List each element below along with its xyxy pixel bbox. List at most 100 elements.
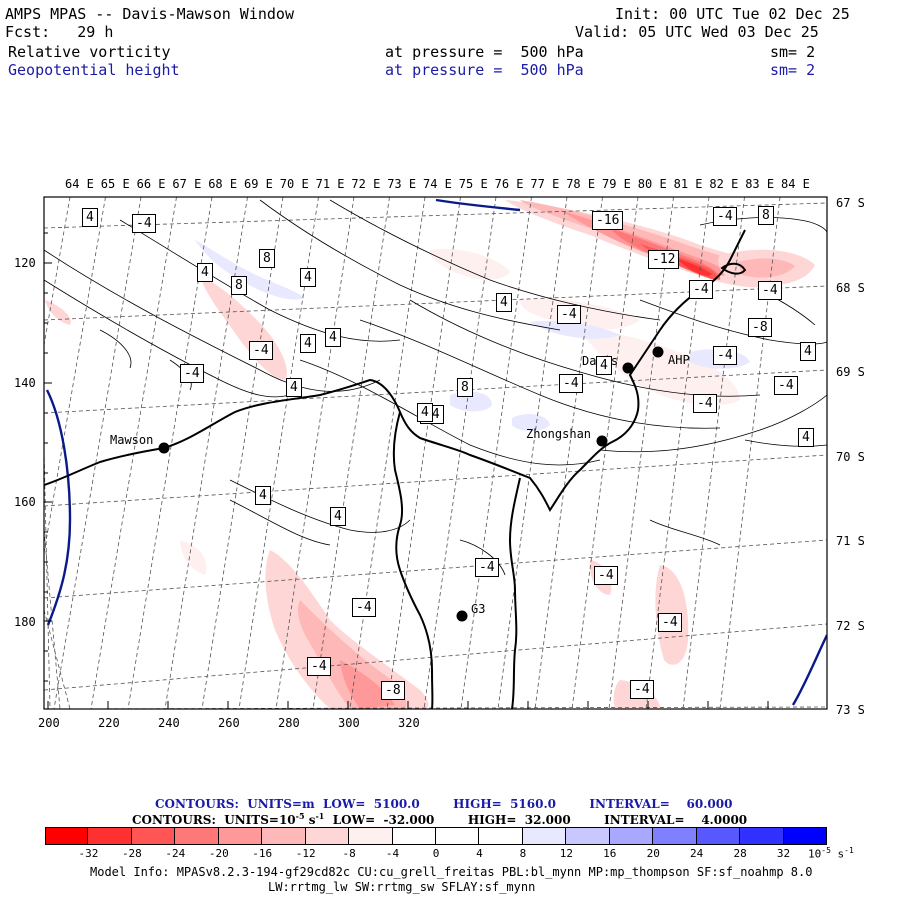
- field2-smoothing: sm= 2: [770, 61, 816, 79]
- x-axis-label: 300: [338, 716, 360, 730]
- contour-value-label: 4: [82, 208, 98, 227]
- field1-smoothing: sm= 2: [770, 43, 816, 61]
- latitude-label: 71 S: [836, 534, 865, 548]
- longitude-label: 75 E: [458, 177, 488, 191]
- colorbar-tick-label: 24: [690, 847, 704, 860]
- contour-value-label: -4: [307, 657, 331, 676]
- longitude-line: [44, 197, 106, 556]
- station-label-mawson: Mawson: [110, 433, 154, 447]
- longitude-line: [44, 197, 71, 348]
- geopotential-contours: [45, 198, 827, 706]
- contour-value-label: -4: [774, 376, 798, 395]
- station-label-g3: G3: [471, 602, 486, 616]
- vorticity-contour-info: CONTOURS: UNITS=10-5 s-1 LOW= -32.000 HI…: [132, 811, 748, 827]
- colorbar-tick-label: 16: [603, 847, 617, 860]
- longitude-line: [534, 197, 603, 709]
- colorbar-tick-label: -16: [252, 847, 273, 860]
- longitude-line: [44, 529, 61, 709]
- longitude-label: 77 E: [530, 177, 560, 191]
- longitude-label: 82 E: [709, 177, 739, 191]
- colorbar-swatch: [653, 827, 697, 845]
- coastline: [44, 229, 747, 709]
- colorbar-swatch: [305, 827, 350, 845]
- colorbar-swatch: [522, 827, 567, 845]
- height-contour-info: CONTOURS: UNITS=m LOW= 5100.0 HIGH= 5160…: [155, 797, 733, 811]
- colorbar-swatch: [262, 827, 306, 845]
- field1-name: Relative vorticity: [8, 43, 171, 61]
- station-davis-marker: [622, 362, 634, 374]
- x-axis-label: 240: [158, 716, 180, 730]
- contour-value-label: -4: [475, 558, 499, 577]
- x-axis-label: 220: [98, 716, 120, 730]
- field2-level: at pressure = 500 hPa: [385, 61, 584, 79]
- colorbar-swatch: [609, 827, 654, 845]
- latitude-label: 72 S: [836, 618, 865, 633]
- contour-value-label: 8: [231, 276, 247, 295]
- contour-value-label: -8: [748, 318, 772, 337]
- colorbar-tick-label: 8: [519, 847, 527, 860]
- contour-value-label: -4: [557, 305, 581, 324]
- longitude-label: 78 E: [566, 177, 596, 191]
- longitude-line: [423, 197, 497, 709]
- longitude-line: [497, 197, 568, 709]
- y-axis-label: 120: [14, 256, 36, 270]
- colorbar-swatch: [45, 827, 89, 845]
- longitude-label: 65 E: [100, 177, 130, 191]
- longitude-label: 64 E: [65, 177, 94, 191]
- contour-value-label: 8: [758, 206, 774, 225]
- longitude-line: [682, 197, 745, 709]
- contour-value-label: -4: [132, 214, 156, 233]
- colorbar-tick-label: 20: [646, 847, 660, 860]
- colorbar-tick-label: -28: [121, 847, 142, 860]
- contour-value-label: -4: [689, 280, 713, 299]
- longitude-line: [127, 197, 213, 709]
- axis-ticks: [44, 232, 769, 709]
- station-label-ahp: AHP: [668, 353, 690, 367]
- forecast-hour: Fcst: 29 h: [5, 23, 114, 41]
- longitude-line: [460, 197, 532, 709]
- station-mawson-marker: [158, 442, 170, 454]
- latitude-label: 69 S: [836, 365, 865, 379]
- plot-title: AMPS MPAS -- Davis-Mawson Window: [5, 5, 294, 23]
- colorbar-swatch: [740, 827, 784, 845]
- colorbar-tick-label: -4: [385, 847, 400, 860]
- model-info-line2: LW:rrtmg_lw SW:rrtmg_sw SFLAY:sf_mynn: [268, 880, 536, 894]
- longitude-label: 67 E: [172, 177, 202, 191]
- colorbar-tick-label: 32: [776, 847, 791, 860]
- contour-value-label: 4: [255, 486, 271, 505]
- station-markers: [158, 346, 664, 622]
- contour-value-label: 8: [259, 249, 275, 268]
- y-axis-label: 180: [14, 614, 36, 629]
- contour-value-label: -4: [658, 613, 682, 632]
- colorbar-swatch: [88, 827, 132, 845]
- contour-value-label: -4: [180, 364, 204, 383]
- contour-value-label: 4: [286, 378, 302, 397]
- longitude-label: 83 E: [745, 177, 775, 191]
- contour-value-label: 4: [798, 428, 814, 447]
- longitude-line: [44, 609, 71, 709]
- station-g3-marker: [456, 610, 468, 622]
- contour-value-label: 4: [325, 328, 341, 347]
- contour-value-label: -4: [693, 394, 717, 413]
- colorbar-tick-label: 12: [559, 847, 573, 860]
- contour-value-label: -8: [381, 681, 405, 700]
- longitude-label: 71 E: [315, 177, 345, 191]
- contour-value-label: 4: [496, 293, 512, 312]
- longitude-label: 74 E: [423, 177, 452, 191]
- contour-value-label: -4: [559, 374, 583, 393]
- longitude-label: 73 E: [387, 177, 417, 191]
- colorbar-swatch: [175, 827, 219, 845]
- longitude-line: [275, 197, 355, 709]
- longitude-label: 81 E: [673, 177, 703, 191]
- contour-value-label: 4: [300, 334, 316, 353]
- field2-name: Geopotential height: [8, 61, 180, 79]
- longitude-line: [201, 197, 284, 709]
- contour-value-label: 4: [417, 403, 433, 422]
- colorbar-tick-label: -32: [78, 847, 99, 860]
- contour-value-label: -4: [758, 281, 782, 300]
- model-info-line1: Model Info: MPASv8.2.3-194-gf29cd82c CU:…: [90, 865, 813, 879]
- longitude-line: [349, 197, 426, 709]
- valid-time: Valid: 05 UTC Wed 03 Dec 25: [575, 23, 819, 41]
- x-axis-label: 200: [38, 716, 60, 730]
- map-frame: [43, 196, 828, 710]
